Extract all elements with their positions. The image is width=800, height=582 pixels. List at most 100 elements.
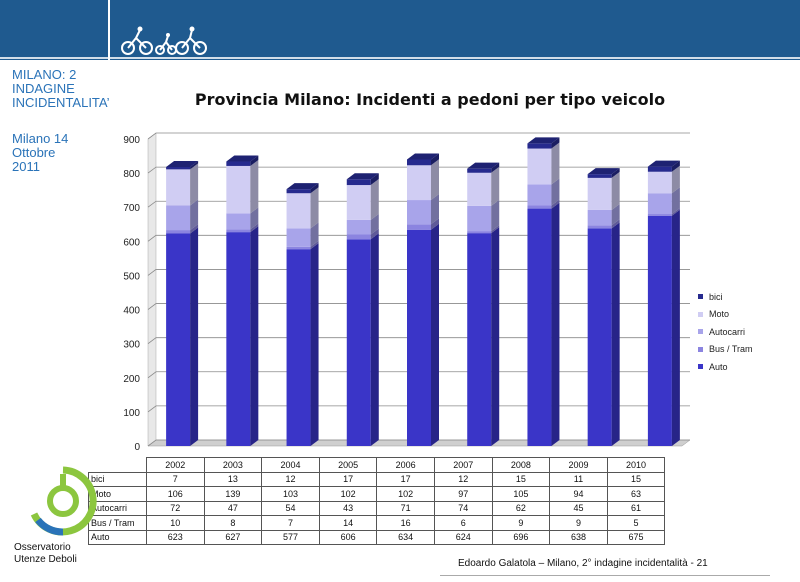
bar-segment-auto-2005 <box>346 239 371 446</box>
legend-label: Bus / Tram <box>709 344 753 355</box>
gridline <box>147 234 690 242</box>
cyclists-icon <box>121 26 207 55</box>
bar-segment-bici-2007 <box>467 168 492 173</box>
gridline <box>147 439 690 447</box>
bar-segment-bus-tram-2009 <box>587 225 612 229</box>
table-cell: 61 <box>606 500 666 516</box>
table-column-header: 2007 <box>433 457 493 473</box>
table-cell: 623 <box>146 529 205 545</box>
bar-side-2005 <box>370 233 379 446</box>
presentation-title: MILANO: 2 INDAGINE INCIDENTALITA’ <box>12 67 110 110</box>
bar-side-2004 <box>310 187 319 229</box>
bar-side-2010 <box>671 208 680 216</box>
bar-segment-bus-tram-2005 <box>346 234 371 240</box>
table-cell: 47 <box>203 500 263 516</box>
bar-side-2004 <box>310 183 319 194</box>
gridline <box>147 405 690 413</box>
bar-segment-autocarri-2008 <box>527 184 552 206</box>
legend-label: Moto <box>709 309 730 320</box>
bar-side-2003 <box>250 223 259 233</box>
bar-segment-bici-2005 <box>346 179 371 186</box>
bar-side-2008 <box>551 142 560 185</box>
bar-side-2007 <box>491 162 500 173</box>
table-cell: 638 <box>549 529 608 545</box>
bar-side-2007 <box>491 225 500 234</box>
gridline <box>147 337 690 344</box>
bar-side-2006 <box>431 153 439 166</box>
bar-side-2005 <box>370 179 379 220</box>
presentation-date: Milano 14 Ottobre 2011 <box>12 131 69 174</box>
bar-side-2005 <box>370 213 379 235</box>
table-cell: 11 <box>549 471 608 487</box>
bar-side-2009 <box>611 222 620 446</box>
bar-segment-bus-tram-2010 <box>647 214 672 216</box>
gridline <box>147 269 690 276</box>
legend-item: Autocarri <box>698 323 798 341</box>
bar-side-2003 <box>250 207 259 230</box>
table-cell: 63 <box>606 486 666 502</box>
bar-side-2008 <box>551 178 560 206</box>
table-cell: 15 <box>606 471 666 487</box>
chart-legend: bici Moto Autocarri Bus / Tram Auto <box>698 288 798 376</box>
bar-segment-moto-2005 <box>346 185 371 220</box>
bar-side-2006 <box>431 223 439 446</box>
bar-segment-bici-2004 <box>286 189 311 194</box>
y-tick-label: 0 <box>134 442 140 453</box>
bar-side-2002 <box>190 227 199 446</box>
table-row: bici 7 13 12 17 17 12 15 11 15 <box>88 471 666 487</box>
bar-segment-moto-2009 <box>587 177 612 210</box>
bar-segment-bici-2002 <box>166 166 191 170</box>
table-cell: 8 <box>203 515 263 531</box>
bar-segment-bici-2010 <box>647 166 672 172</box>
table-cell: 5 <box>606 515 666 531</box>
bar-side-2003 <box>250 155 259 166</box>
y-tick-label: 500 <box>123 271 140 282</box>
data-table: 2002 2003 2004 2005 2006 2007 2008 2009 2010 bici… <box>88 457 666 545</box>
bar-segment-auto-2002 <box>166 233 191 446</box>
gridline <box>147 371 690 379</box>
table-cell: 97 <box>433 486 493 502</box>
bar-segment-moto-2010 <box>647 171 672 194</box>
table-column-header: 2005 <box>318 457 378 473</box>
bar-segment-autocarri-2009 <box>587 209 612 226</box>
table-cell: 634 <box>376 529 435 545</box>
bar-side-2010 <box>671 160 680 172</box>
table-cell: 6 <box>433 515 493 531</box>
table-cell: 43 <box>318 500 378 516</box>
bar-side-2009 <box>611 219 620 229</box>
footer-divider <box>440 575 770 576</box>
gridline <box>147 166 690 174</box>
bar-side-2010 <box>671 165 680 194</box>
bar-segment-autocarri-2010 <box>647 193 672 215</box>
bar-top-2004 <box>286 183 319 190</box>
bar-segment-bici-2006 <box>407 159 431 166</box>
bar-top-2005 <box>346 173 379 180</box>
bar-side-2006 <box>431 194 439 225</box>
bar-segment-moto-2004 <box>286 193 311 229</box>
table-cell: 102 <box>318 486 378 502</box>
bar-side-2010 <box>671 187 680 215</box>
table-cell: 71 <box>376 500 435 516</box>
bar-segment-auto-2003 <box>226 232 251 446</box>
bar-segment-bici-2003 <box>226 161 251 166</box>
bar-side-2009 <box>611 203 620 226</box>
table-cell: 106 <box>146 486 205 502</box>
bar-segment-auto-2009 <box>587 228 612 446</box>
table-cell: 13 <box>203 471 263 487</box>
bar-top-2002 <box>166 160 199 167</box>
bar-side-2006 <box>431 159 439 201</box>
table-cell: 696 <box>491 529 551 545</box>
bar-top-2006 <box>407 153 439 160</box>
legend-swatch <box>698 346 703 352</box>
bar-top-2007 <box>467 162 500 169</box>
bar-top-2009 <box>587 168 620 175</box>
bar-side-2004 <box>310 243 319 446</box>
bar-side-2004 <box>310 240 319 250</box>
bar-side-2002 <box>190 160 199 170</box>
table-cell: 102 <box>376 486 435 502</box>
bar-segment-autocarri-2002 <box>166 205 191 231</box>
legend-label: bici <box>709 291 723 302</box>
legend-item: Moto <box>698 306 798 324</box>
y-tick-label: 900 <box>123 135 140 146</box>
header-divider <box>0 57 800 59</box>
